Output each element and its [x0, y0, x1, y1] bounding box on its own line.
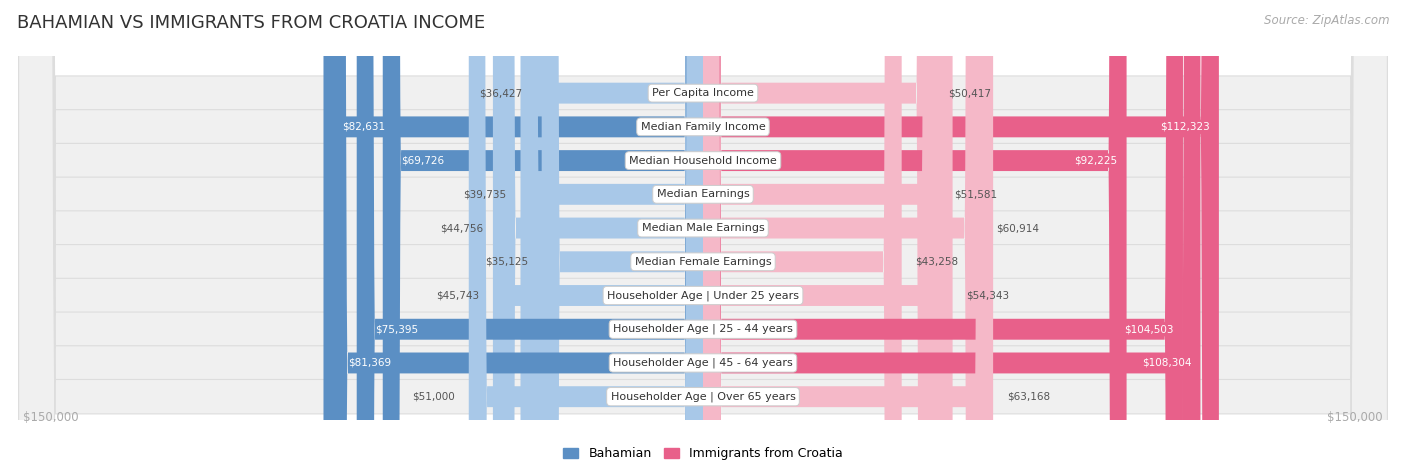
Text: $108,304: $108,304 — [1142, 358, 1191, 368]
Text: Median Male Earnings: Median Male Earnings — [641, 223, 765, 233]
Text: Median Female Earnings: Median Female Earnings — [634, 257, 772, 267]
Text: $54,343: $54,343 — [966, 290, 1010, 300]
FancyBboxPatch shape — [18, 0, 1388, 467]
Text: $50,417: $50,417 — [948, 88, 991, 98]
Text: $92,225: $92,225 — [1074, 156, 1118, 166]
Text: $81,369: $81,369 — [347, 358, 391, 368]
FancyBboxPatch shape — [703, 0, 953, 467]
FancyBboxPatch shape — [382, 0, 703, 467]
Text: $112,323: $112,323 — [1160, 122, 1209, 132]
Text: Householder Age | 45 - 64 years: Householder Age | 45 - 64 years — [613, 358, 793, 368]
FancyBboxPatch shape — [520, 0, 703, 467]
Text: $82,631: $82,631 — [342, 122, 385, 132]
Text: $63,168: $63,168 — [1007, 392, 1050, 402]
Text: $44,756: $44,756 — [440, 223, 484, 233]
Text: $150,000: $150,000 — [24, 411, 79, 424]
FancyBboxPatch shape — [18, 0, 1388, 467]
Text: $150,000: $150,000 — [1327, 411, 1382, 424]
FancyBboxPatch shape — [18, 0, 1388, 467]
FancyBboxPatch shape — [703, 0, 1126, 467]
FancyBboxPatch shape — [703, 0, 901, 467]
Text: $43,258: $43,258 — [915, 257, 959, 267]
Text: $51,581: $51,581 — [953, 189, 997, 199]
Text: Per Capita Income: Per Capita Income — [652, 88, 754, 98]
FancyBboxPatch shape — [536, 0, 703, 467]
FancyBboxPatch shape — [498, 0, 703, 467]
FancyBboxPatch shape — [329, 0, 703, 467]
FancyBboxPatch shape — [703, 0, 983, 467]
FancyBboxPatch shape — [18, 0, 1388, 467]
FancyBboxPatch shape — [703, 0, 1182, 467]
FancyBboxPatch shape — [703, 0, 993, 467]
Text: $39,735: $39,735 — [464, 189, 506, 199]
Text: BAHAMIAN VS IMMIGRANTS FROM CROATIA INCOME: BAHAMIAN VS IMMIGRANTS FROM CROATIA INCO… — [17, 14, 485, 32]
Text: $51,000: $51,000 — [412, 392, 456, 402]
Legend: Bahamian, Immigrants from Croatia: Bahamian, Immigrants from Croatia — [558, 442, 848, 465]
FancyBboxPatch shape — [323, 0, 703, 467]
Text: Householder Age | Over 65 years: Householder Age | Over 65 years — [610, 391, 796, 402]
FancyBboxPatch shape — [541, 0, 703, 467]
FancyBboxPatch shape — [494, 0, 703, 467]
Text: Householder Age | 25 - 44 years: Householder Age | 25 - 44 years — [613, 324, 793, 334]
Text: $45,743: $45,743 — [436, 290, 479, 300]
FancyBboxPatch shape — [703, 0, 1201, 467]
Text: Median Household Income: Median Household Income — [628, 156, 778, 166]
FancyBboxPatch shape — [18, 0, 1388, 467]
FancyBboxPatch shape — [18, 0, 1388, 467]
FancyBboxPatch shape — [18, 0, 1388, 467]
FancyBboxPatch shape — [18, 0, 1388, 467]
Text: Median Earnings: Median Earnings — [657, 189, 749, 199]
FancyBboxPatch shape — [703, 0, 935, 467]
FancyBboxPatch shape — [703, 0, 939, 467]
FancyBboxPatch shape — [468, 0, 703, 467]
FancyBboxPatch shape — [703, 0, 1219, 467]
Text: Median Family Income: Median Family Income — [641, 122, 765, 132]
Text: $69,726: $69,726 — [401, 156, 444, 166]
FancyBboxPatch shape — [18, 0, 1388, 467]
FancyBboxPatch shape — [357, 0, 703, 467]
Text: $35,125: $35,125 — [485, 257, 527, 267]
Text: $104,503: $104,503 — [1125, 324, 1174, 334]
Text: $60,914: $60,914 — [997, 223, 1039, 233]
Text: $75,395: $75,395 — [375, 324, 418, 334]
Text: Source: ZipAtlas.com: Source: ZipAtlas.com — [1264, 14, 1389, 27]
Text: $36,427: $36,427 — [479, 88, 522, 98]
FancyBboxPatch shape — [18, 0, 1388, 467]
Text: Householder Age | Under 25 years: Householder Age | Under 25 years — [607, 290, 799, 301]
